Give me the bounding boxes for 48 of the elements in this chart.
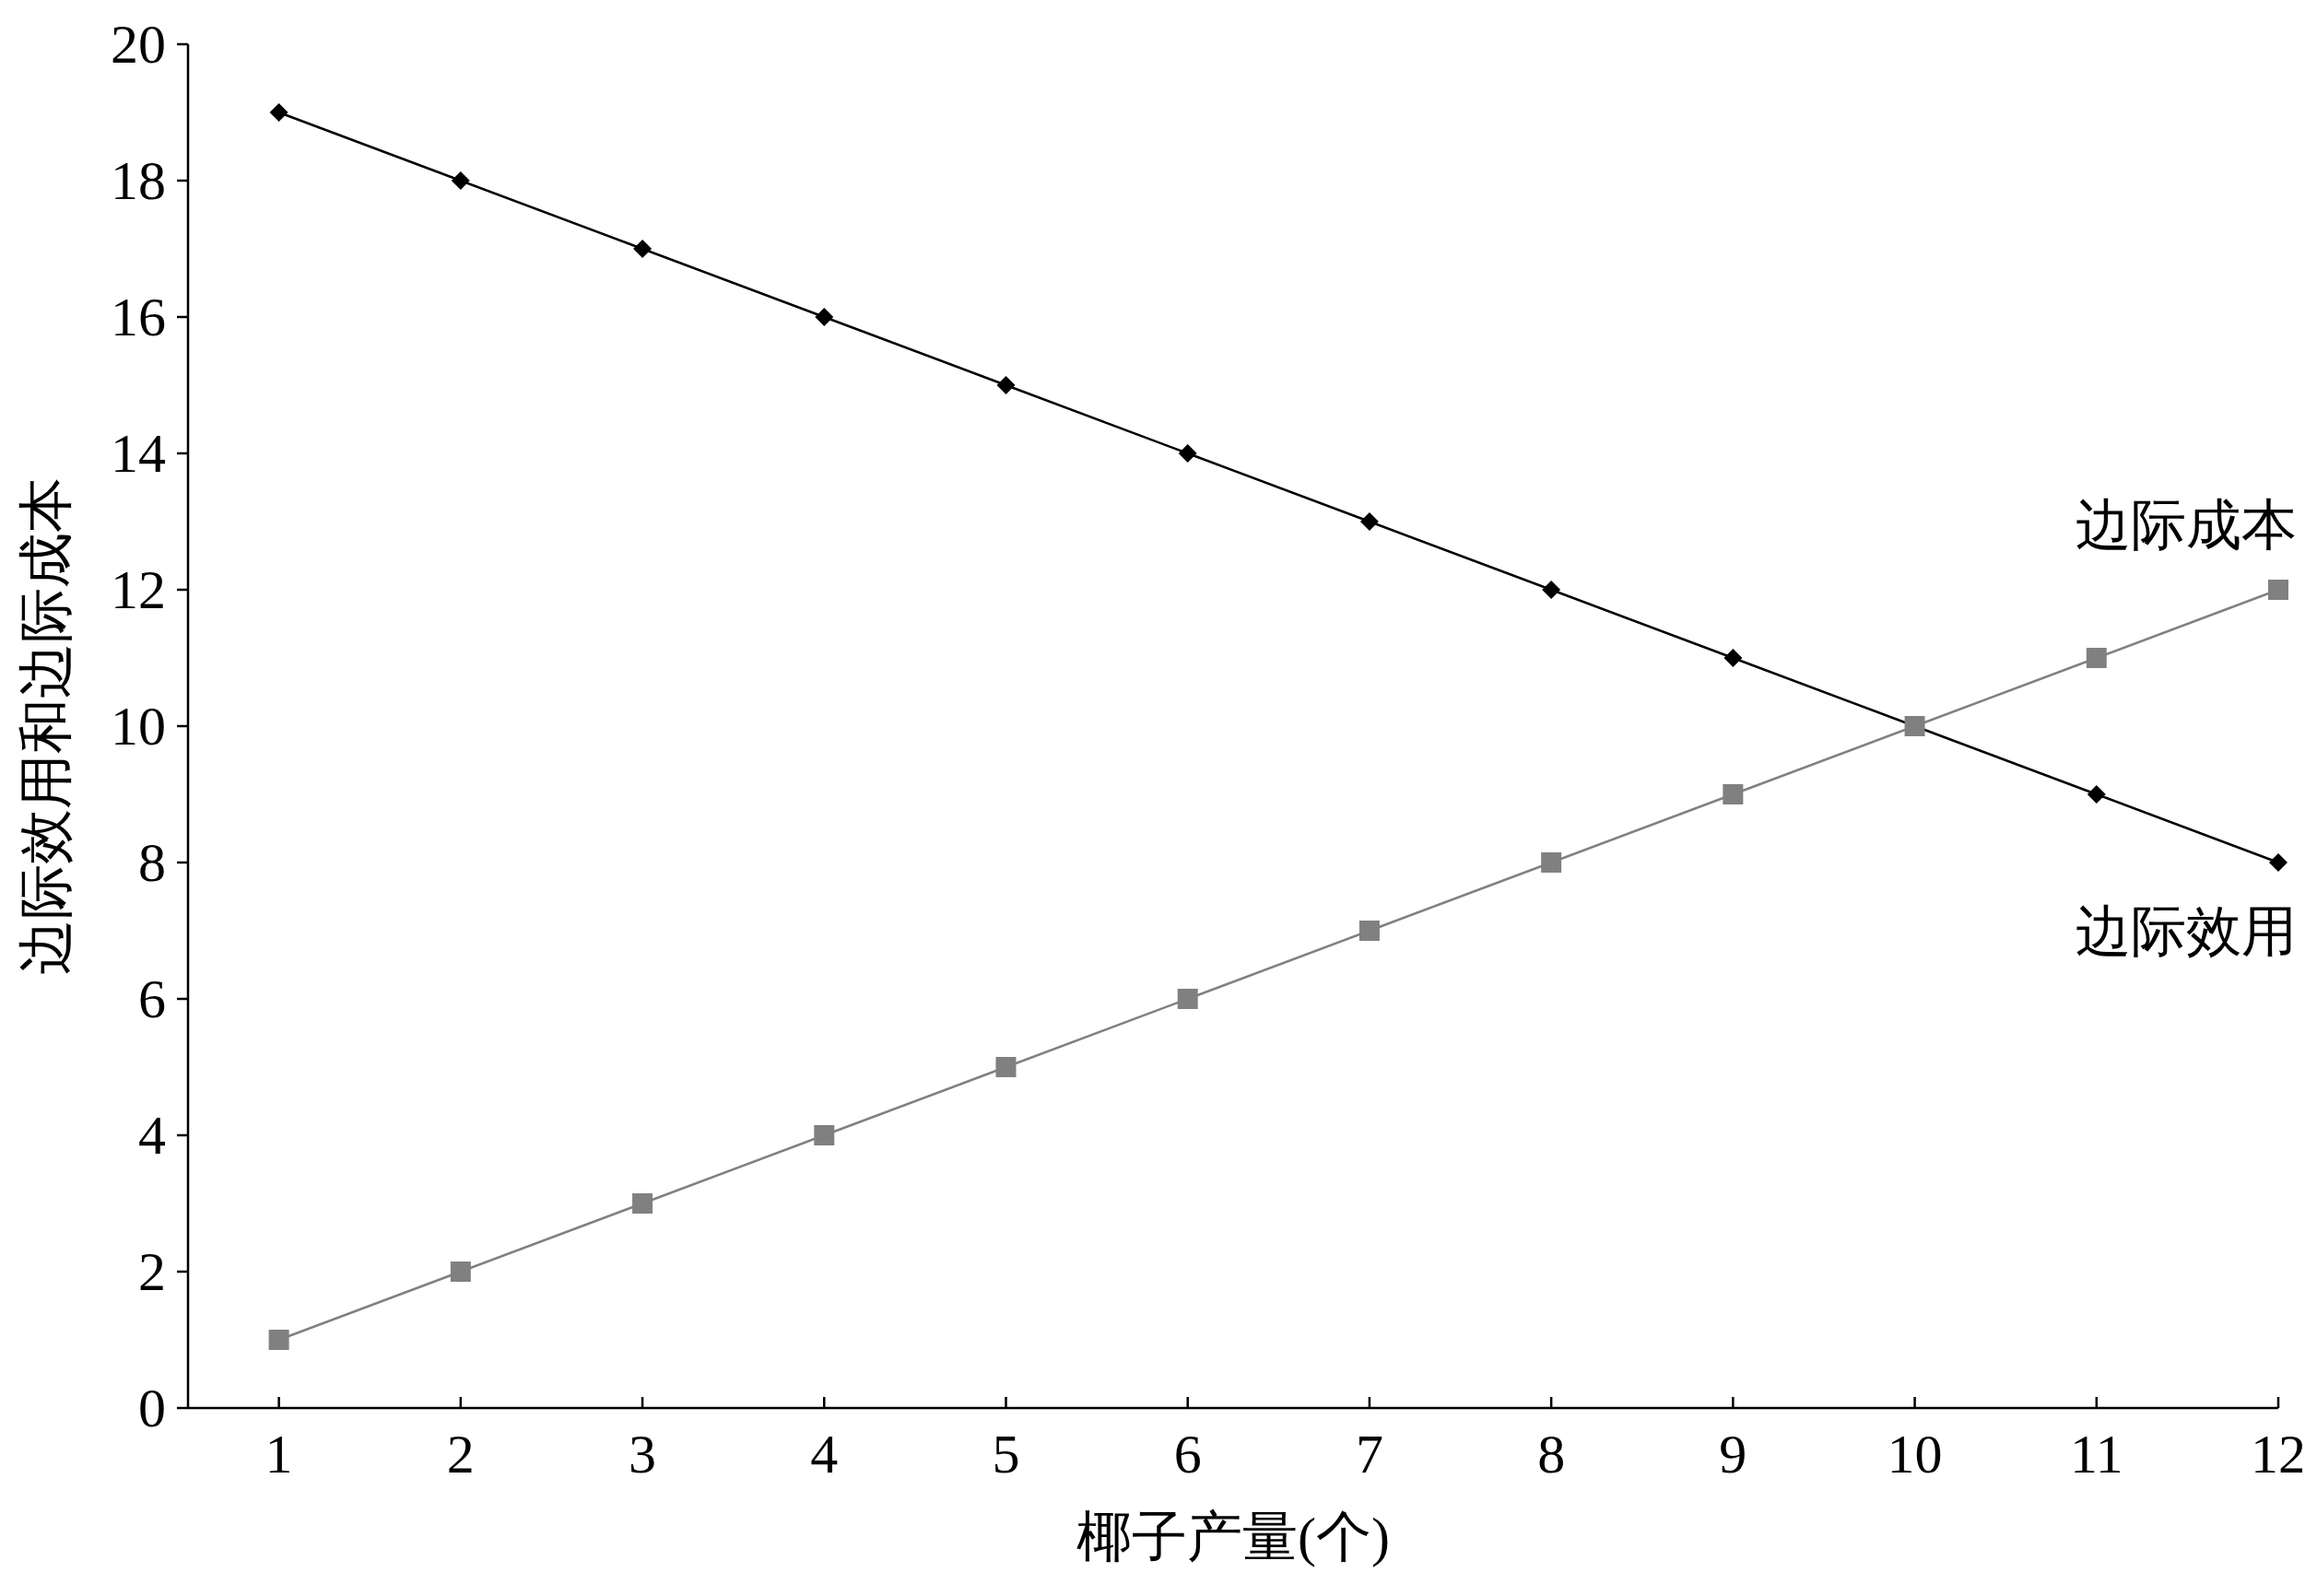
point xyxy=(268,1330,289,1350)
point xyxy=(2086,648,2107,668)
series-label: 边际成本 xyxy=(2076,495,2297,556)
y-tick-label: 18 xyxy=(111,150,166,211)
point xyxy=(1723,649,1743,667)
point xyxy=(1177,989,1198,1009)
y-tick-label: 8 xyxy=(138,832,166,893)
point xyxy=(1723,784,1744,804)
y-tick-label: 2 xyxy=(138,1241,166,1302)
x-tick-label: 11 xyxy=(2069,1424,2123,1485)
point xyxy=(2269,853,2288,872)
point xyxy=(632,1193,653,1214)
series-label: 边际效用 xyxy=(2076,901,2297,962)
point xyxy=(815,308,834,326)
y-tick-label: 4 xyxy=(138,1105,166,1166)
point xyxy=(451,171,470,190)
point xyxy=(996,376,1016,394)
point xyxy=(1359,512,1379,531)
x-tick-label: 6 xyxy=(1173,1424,1202,1485)
x-tick-label: 3 xyxy=(629,1424,657,1485)
point xyxy=(814,1125,835,1145)
x-tick-label: 10 xyxy=(1887,1424,1943,1485)
point xyxy=(995,1057,1017,1077)
x-axis-title: 椰子产量(个) xyxy=(1076,1507,1390,1567)
y-tick-label: 0 xyxy=(138,1378,166,1438)
x-tick-label: 4 xyxy=(810,1424,839,1485)
x-tick-label: 5 xyxy=(992,1424,1020,1485)
point xyxy=(1541,852,1562,873)
x-tick-label: 8 xyxy=(1537,1424,1566,1485)
point xyxy=(2087,785,2106,804)
x-tick-label: 9 xyxy=(1719,1424,1747,1485)
x-tick-label: 1 xyxy=(265,1424,293,1485)
point xyxy=(1358,921,1380,941)
point xyxy=(1542,581,1561,599)
x-tick-label: 2 xyxy=(446,1424,475,1485)
y-tick-label: 14 xyxy=(111,423,166,484)
y-tick-label: 20 xyxy=(111,14,166,75)
x-tick-label: 7 xyxy=(1355,1424,1383,1485)
point xyxy=(269,103,288,122)
point xyxy=(2268,580,2288,600)
point xyxy=(633,240,653,258)
y-tick-label: 12 xyxy=(111,559,166,620)
point xyxy=(450,1262,471,1282)
y-tick-label: 10 xyxy=(111,696,166,757)
y-tick-label: 6 xyxy=(138,968,166,1029)
point xyxy=(1178,444,1197,463)
y-axis-title: 边际效用和边际成本 xyxy=(16,477,76,975)
y-tick-label: 16 xyxy=(111,287,166,347)
